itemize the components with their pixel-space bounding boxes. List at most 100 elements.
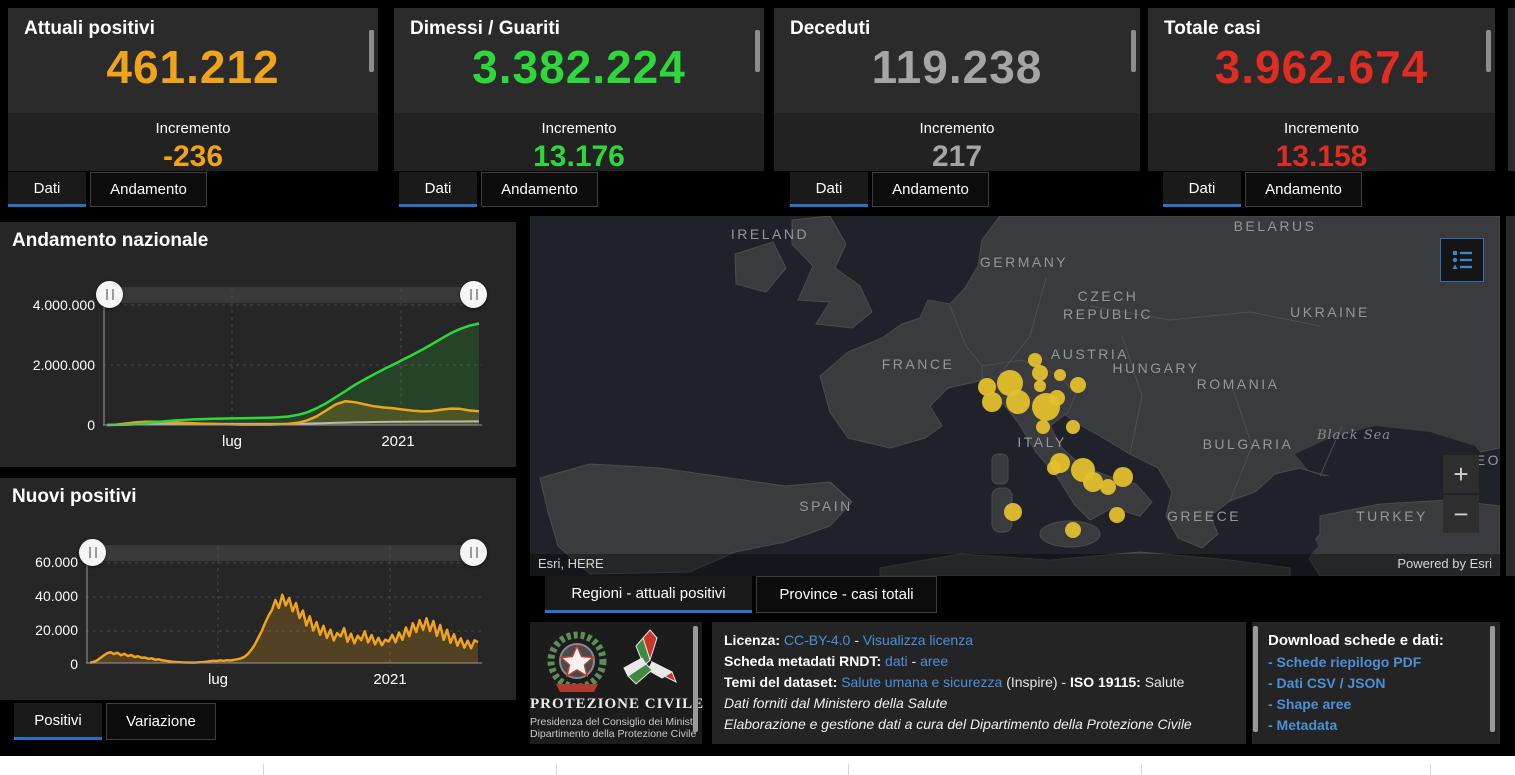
time-range-slider-track[interactable]: [88, 545, 482, 561]
card-value: 461.212: [106, 41, 280, 93]
next-card-sliver: [1508, 8, 1515, 171]
series-area: [107, 323, 479, 425]
link-schede-riepilogo-pdf[interactable]: - Schede riepilogo PDF: [1268, 654, 1422, 670]
panel-scrollbar[interactable]: [693, 626, 698, 732]
series-line: [106, 399, 480, 427]
tab-dati-4[interactable]: Dati: [1163, 172, 1241, 207]
license-info-panel: Licenza: CC-BY-4.0 - Visualizza licenza S…: [712, 622, 1246, 744]
map-bubble[interactable]: [982, 392, 1002, 412]
tab-variazione[interactable]: Variazione: [106, 703, 216, 740]
map-bubble[interactable]: [1047, 461, 1061, 475]
map-label: Black Sea: [1316, 428, 1392, 443]
map-bubble[interactable]: [1113, 467, 1133, 487]
slider-handle-left[interactable]: [96, 281, 123, 308]
map-bubble[interactable]: [1028, 353, 1042, 367]
tab-dati-3[interactable]: Dati: [790, 172, 868, 207]
slider-handle-right[interactable]: [460, 281, 487, 308]
map-bubble[interactable]: [1004, 503, 1022, 521]
tab-label: Variazione: [126, 713, 196, 730]
slider-grip-icon: [105, 289, 114, 300]
x-tick: lug: [207, 671, 229, 688]
slider-grip-icon: [469, 289, 478, 300]
map-bubble[interactable]: [1109, 507, 1125, 523]
license-line: Scheda metadati RNDT: dati - aree: [724, 651, 1246, 672]
time-range-slider-track[interactable]: [105, 287, 482, 303]
map-bubble[interactable]: [1036, 420, 1050, 434]
map-bubble[interactable]: [1032, 365, 1048, 381]
zoom-in-button[interactable]: +: [1443, 455, 1479, 493]
tab-dati-1[interactable]: Dati: [8, 172, 86, 207]
map-bubble[interactable]: [1065, 522, 1081, 538]
card-scrollbar[interactable]: [1131, 30, 1136, 72]
link-metadata[interactable]: - Metadata: [1268, 717, 1338, 733]
download-panel: Download schede e dati: - Schede riepilo…: [1252, 622, 1500, 744]
panel-divider: [848, 764, 849, 775]
license-link[interactable]: Salute umana e sicurezza: [841, 674, 1003, 690]
tab-regioni-attuali-positivi[interactable]: Regioni - attuali positivi: [545, 576, 752, 613]
license-link[interactable]: aree: [920, 653, 949, 669]
tab-andamento-3[interactable]: Andamento: [872, 172, 989, 207]
map-bubble[interactable]: [1034, 380, 1046, 392]
panel-scrollbar-left[interactable]: [1253, 626, 1258, 732]
legend-button[interactable]: [1440, 238, 1484, 282]
license-link[interactable]: dati: [885, 653, 908, 669]
tab-province-casi-totali[interactable]: Province - casi totali: [756, 576, 937, 613]
zoom-out-button[interactable]: −: [1443, 495, 1479, 533]
europe-map[interactable]: IRELAND GERMANY CZECH REPUBLIC BELARUS UKRAIN…: [530, 216, 1500, 576]
tab-label: Dati: [33, 179, 61, 197]
y-tick: 40.000: [35, 588, 78, 604]
tab-label: Dati: [815, 179, 843, 197]
stat-card-dimessi-guariti: Dimessi / Guariti 3.382.224 Incremento 1…: [394, 8, 764, 171]
tab-label: Andamento: [892, 181, 969, 198]
card-scrollbar[interactable]: [369, 30, 374, 72]
tab-andamento-4[interactable]: Andamento: [1245, 172, 1362, 207]
stat-card-totale-casi: Totale casi 3.962.674 Incremento 13.158: [1148, 8, 1495, 171]
map-label: HUNGARY: [1112, 360, 1200, 376]
increment-value: -236: [162, 140, 224, 171]
license-text: Temi del dataset:: [724, 674, 842, 690]
card-title: Dimessi / Guariti: [410, 18, 560, 39]
map-bubble[interactable]: [978, 378, 996, 396]
panel-divider: [263, 764, 264, 775]
tab-dati-2[interactable]: Dati: [399, 172, 477, 207]
map-bubble[interactable]: [1100, 479, 1116, 495]
license-text: -: [907, 653, 921, 669]
map-label: GREECE: [1166, 508, 1242, 524]
link-shape-aree[interactable]: - Shape aree: [1268, 696, 1352, 712]
tab-positivi[interactable]: Positivi: [14, 703, 102, 740]
card-increment-section: Incremento -236: [8, 113, 378, 171]
slider-handle-left[interactable]: [79, 539, 106, 566]
slider-grip-icon: [88, 547, 97, 558]
link-dati-csv-json[interactable]: - Dati CSV / JSON: [1268, 675, 1386, 691]
map-bubble[interactable]: [1083, 472, 1103, 492]
license-text: Licenza:: [724, 632, 784, 648]
tab-andamento-2[interactable]: Andamento: [481, 172, 598, 207]
protezione-civile-logo-panel: PROTEZIONE CIVILE Presidenza del Consigl…: [530, 622, 703, 744]
tab-label: Dati: [1188, 179, 1216, 197]
map-bubble[interactable]: [997, 370, 1023, 396]
map-bubble[interactable]: [1049, 390, 1065, 406]
map-bubble[interactable]: [1066, 420, 1080, 434]
card-value: 3.382.224: [472, 41, 686, 93]
next-row-panels: [0, 756, 1515, 775]
card-scrollbar[interactable]: [755, 30, 760, 72]
panel-scrollbar-right[interactable]: [1490, 626, 1495, 732]
card-scrollbar[interactable]: [1486, 30, 1491, 72]
map-bubble[interactable]: [1070, 377, 1086, 393]
slider-handle-right[interactable]: [460, 539, 487, 566]
map-bubble[interactable]: [1006, 390, 1030, 414]
next-panel-sliver: [1506, 216, 1515, 576]
map-bubble[interactable]: [1054, 369, 1066, 381]
tab-label: Dati: [424, 179, 452, 197]
panel-andamento-nazionale: Andamento nazionale 4.000.000 2.000.000 …: [0, 222, 516, 467]
license-text: Scheda metadati RNDT:: [724, 653, 886, 669]
license-line: Licenza: CC-BY-4.0 - Visualizza licenza: [724, 630, 1246, 651]
license-line: Temi del dataset: Salute umana e sicurez…: [724, 672, 1246, 693]
logo-subtitle-2: Dipartimento della Protezione Civile: [530, 728, 697, 740]
series-line: [89, 593, 479, 664]
tab-andamento-1[interactable]: Andamento: [90, 172, 207, 207]
license-link[interactable]: CC-BY-4.0: [783, 632, 851, 648]
license-link[interactable]: Visualizza licenza: [862, 632, 974, 648]
andamento-chart: [103, 289, 482, 429]
license-text: (Inspire) -: [1002, 674, 1070, 690]
